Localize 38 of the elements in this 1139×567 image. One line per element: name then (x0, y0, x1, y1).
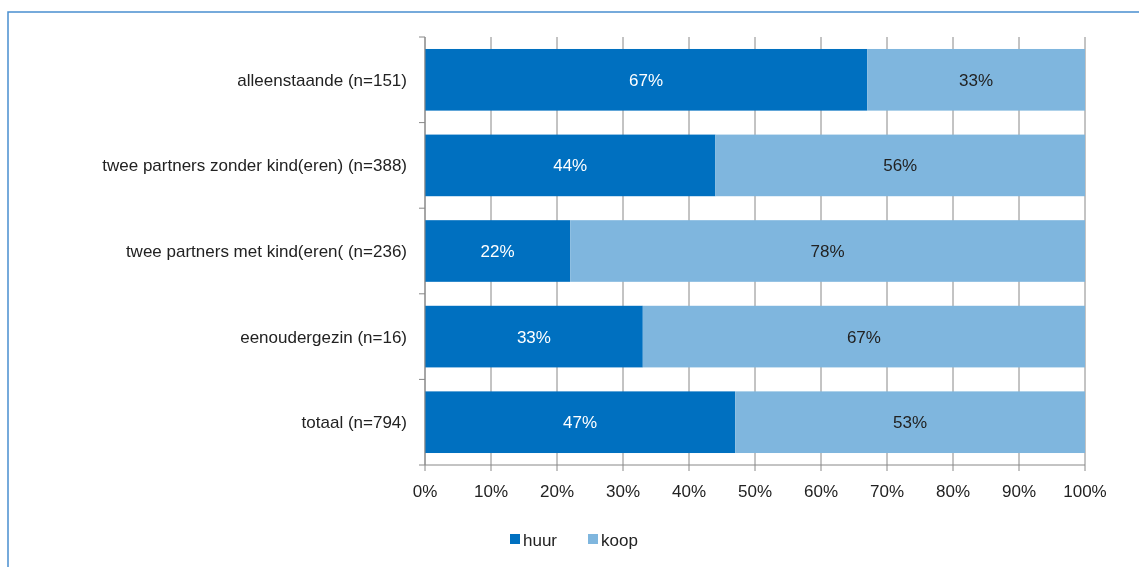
data-label: 33% (516, 327, 551, 347)
bar (867, 48, 1085, 111)
y-tick-label: eenoudergezin (n=16) (240, 327, 407, 347)
x-tick-label: 20% (539, 482, 575, 501)
data-label: 22% (480, 241, 515, 261)
y-tick-label: twee partners met kind(eren( (n=236) (125, 241, 407, 261)
bar (425, 134, 716, 197)
bar (425, 48, 868, 111)
bar (425, 220, 571, 282)
x-tick-label: 80% (935, 482, 971, 501)
data-label: 33% (959, 70, 994, 90)
x-tick-label: 100% (1063, 482, 1107, 501)
x-tick-label: 10% (473, 482, 509, 501)
data-label: 53% (893, 413, 928, 433)
data-label: 47% (563, 413, 598, 433)
bar (425, 305, 643, 368)
y-tick-label: alleenstaande (n=151) (237, 70, 407, 90)
bar (570, 220, 1085, 282)
x-tick-label: 40% (671, 482, 707, 501)
x-tick-label: 60% (803, 482, 839, 501)
data-label: 67% (629, 70, 664, 90)
bar (642, 305, 1085, 368)
x-tick-label: 30% (605, 482, 641, 501)
data-label: 56% (883, 156, 918, 176)
legend-label: koop (601, 530, 638, 550)
x-tick-label: 90% (1001, 482, 1037, 501)
x-tick-label: 0% (412, 482, 438, 501)
bar (715, 134, 1085, 197)
bar (735, 391, 1085, 454)
legend-label: huur (523, 530, 558, 550)
y-tick-label: twee partners zonder kind(eren) (n=388) (102, 156, 407, 176)
data-label: 44% (553, 156, 588, 176)
y-tick-label: totaal (n=794) (301, 413, 407, 433)
x-tick-label: 70% (869, 482, 905, 501)
x-tick-label: 50% (737, 482, 773, 501)
data-label: 67% (846, 327, 881, 347)
bar (425, 391, 736, 454)
data-label: 78% (810, 241, 845, 261)
